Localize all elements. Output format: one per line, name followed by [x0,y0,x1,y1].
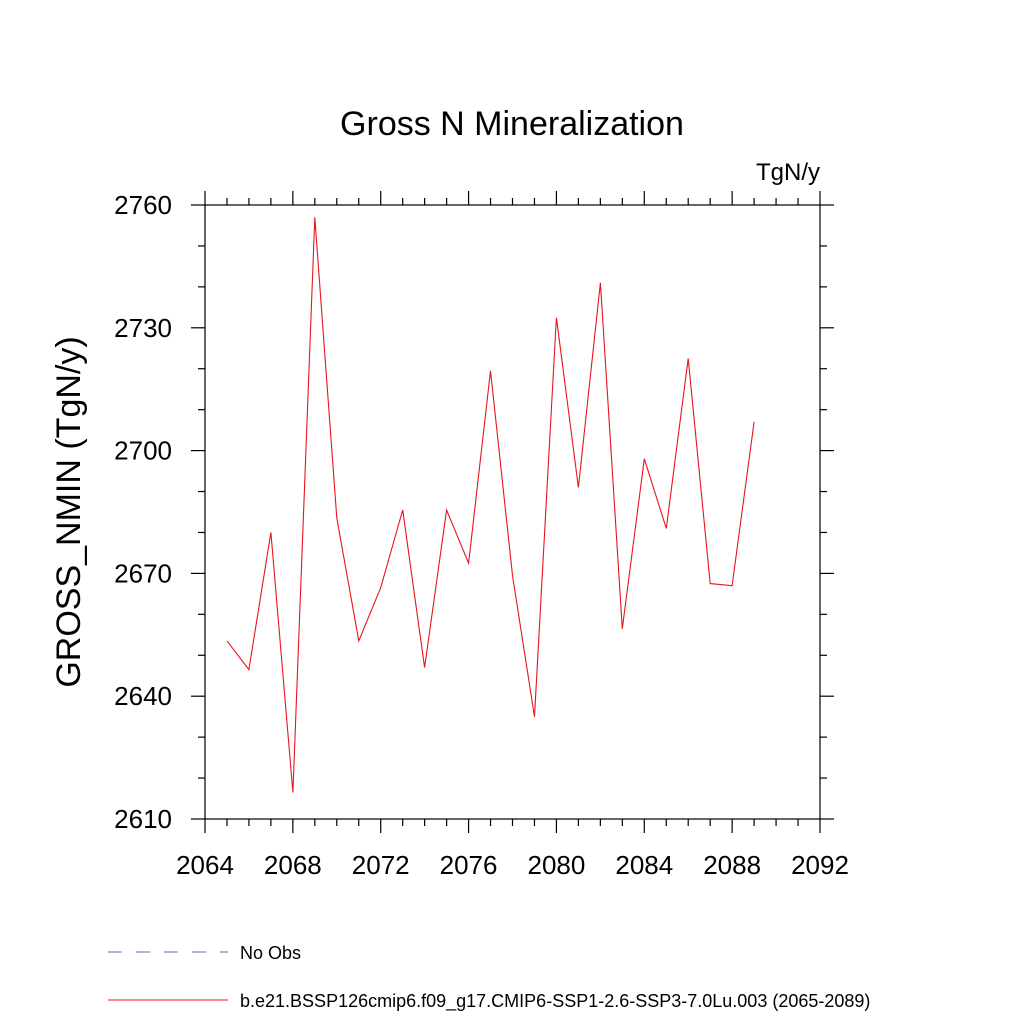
y-tick-label: 2610 [114,804,172,834]
y-axis-label: GROSS_NMIN (TgN/y) [50,336,88,687]
y-tick-label: 2730 [114,313,172,343]
major-ticks [191,191,834,833]
y-tick-label: 2760 [114,190,172,220]
x-tick-label: 2072 [352,850,410,880]
x-tick-label: 2084 [615,850,673,880]
plot-frame [204,204,821,820]
x-tick-label: 2080 [528,850,586,880]
x-tick-label: 2088 [703,850,761,880]
legend-label: b.e21.BSSP126cmip6.f09_g17.CMIP6-SSP1-2.… [240,991,870,1012]
minor-ticks [198,198,827,826]
legend-label: No Obs [240,943,301,963]
y-tick-label: 2640 [114,681,172,711]
x-tick-labels: 2064 2068 2072 2076 2080 2084 2088 2092 [176,850,849,880]
y-tick-label: 2700 [114,436,172,466]
units-label: TgN/y [756,159,820,186]
x-tick-label: 2076 [440,850,498,880]
series-lines [226,217,755,793]
x-tick-label: 2068 [264,850,322,880]
x-tick-label: 2092 [791,850,849,880]
legend: No Obs b.e21.BSSP126cmip6.f09_g17.CMIP6-S… [108,943,870,1012]
chart-title: Gross N Mineralization [340,105,684,143]
y-tick-labels: 2610 2640 2670 2700 2730 2760 [114,190,172,834]
x-tick-label: 2064 [176,850,234,880]
y-tick-label: 2670 [114,558,172,588]
series-line [226,217,755,793]
